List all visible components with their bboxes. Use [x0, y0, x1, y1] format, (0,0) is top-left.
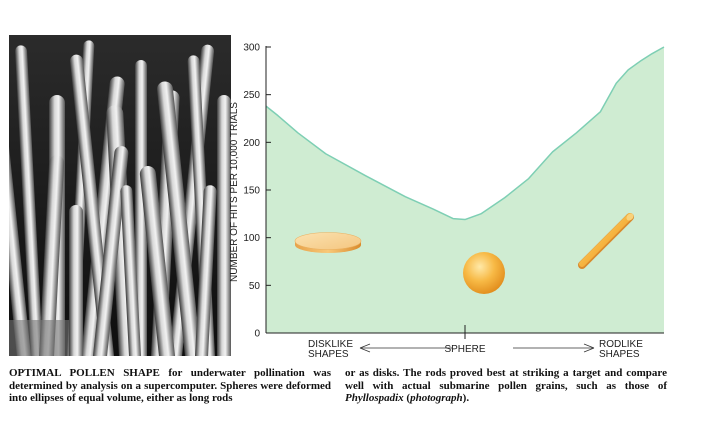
pollen-rod [69, 205, 83, 356]
disk-shape [294, 232, 362, 253]
x-label-right-1: RODLIKE [599, 339, 643, 350]
pollen-rod [139, 166, 177, 356]
y-tick-label: 200 [243, 138, 260, 149]
rod-shape [578, 213, 634, 269]
pollen-rod [9, 66, 33, 356]
photo-base-texture [9, 320, 69, 356]
caption-column-2: or as disks. The rods proved best at str… [345, 367, 667, 405]
pollen-rod [15, 45, 44, 356]
pollen-rod [217, 95, 231, 356]
arrow-right-head [583, 343, 595, 353]
plot-area [265, 46, 665, 333]
caption-species: Phyllospadix [345, 392, 404, 404]
arrow-left-head [359, 343, 371, 353]
caption-paren-open: ( [403, 392, 411, 404]
y-tick-label: 300 [243, 43, 260, 54]
pollen-chart: 0 50 100 150 200 250 300 DISKLIKE SHAPES SPHERE R… [228, 30, 678, 365]
pollen-rod [91, 146, 129, 356]
y-tick-label: 150 [243, 186, 260, 197]
caption-lead: OPTIMAL POLLEN SHAPE [9, 367, 160, 379]
pollen-rod [120, 185, 142, 356]
caption-end: ). [462, 392, 470, 404]
y-tick-label: 50 [249, 281, 261, 292]
pollen-photograph [9, 35, 231, 356]
x-label-right-2: SHAPES [599, 349, 640, 360]
caption-text-2: or as disks. The rods proved best at str… [345, 367, 667, 392]
y-tick-label: 250 [243, 90, 260, 101]
pollen-rod [135, 60, 147, 356]
y-axis-label: NUMBER OF HITS PER 10,000 TRIALS [229, 102, 240, 282]
area-fill [266, 47, 664, 333]
caption-column-1: OPTIMAL POLLEN SHAPE for underwater poll… [9, 367, 331, 405]
pollen-rod [194, 185, 217, 356]
caption-text-1: for underwater pollination was determine… [9, 367, 331, 404]
sphere-shape [463, 252, 505, 294]
x-label-center: SPHERE [444, 344, 485, 355]
y-tick-label: 0 [254, 329, 260, 340]
pollen-rod [156, 81, 203, 356]
caption-photo-ref: photograph [410, 392, 463, 404]
x-label-left-1: DISKLIKE [308, 339, 353, 350]
x-label-left-2: SHAPES [308, 349, 349, 360]
y-tick-label: 100 [243, 233, 260, 244]
area-line [265, 46, 665, 221]
pollen-micrograph [9, 35, 231, 356]
y-axis: 0 50 100 150 200 250 300 [243, 43, 271, 340]
